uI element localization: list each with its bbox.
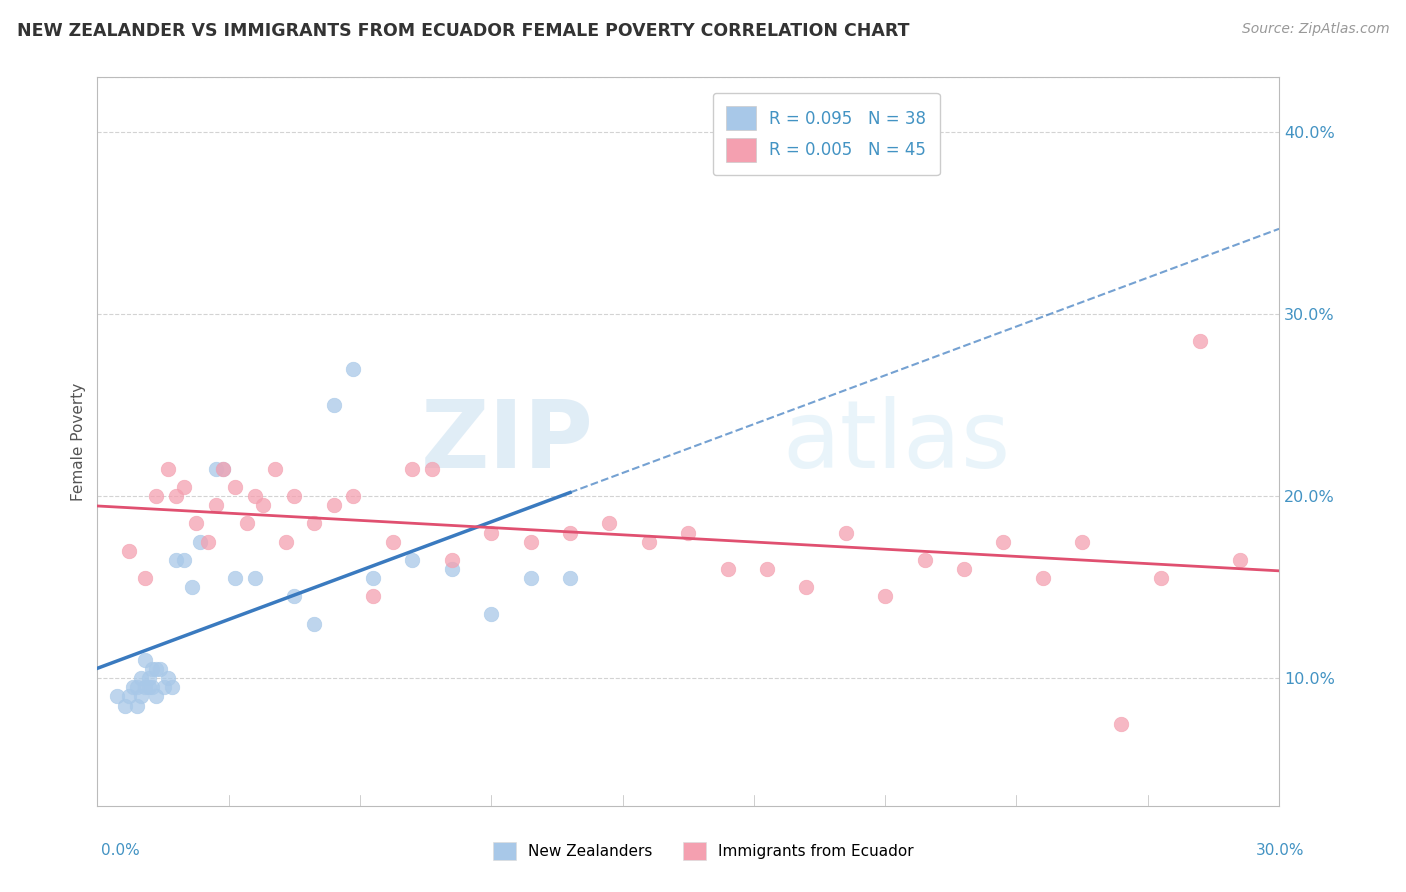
Point xyxy=(145,690,167,704)
Point xyxy=(953,562,976,576)
Point xyxy=(283,589,305,603)
Point xyxy=(243,571,266,585)
Point xyxy=(322,498,344,512)
Point xyxy=(755,562,778,576)
Point xyxy=(420,462,443,476)
Point xyxy=(145,662,167,676)
Point xyxy=(157,462,180,476)
Point xyxy=(129,690,152,704)
Point xyxy=(676,525,699,540)
Point xyxy=(212,462,235,476)
Point xyxy=(519,571,541,585)
Point xyxy=(1071,534,1094,549)
Point xyxy=(1150,571,1173,585)
Point xyxy=(302,516,325,531)
Legend: New Zealanders, Immigrants from Ecuador: New Zealanders, Immigrants from Ecuador xyxy=(486,836,920,866)
Point xyxy=(118,543,141,558)
Point xyxy=(145,489,167,503)
Point xyxy=(236,516,259,531)
Text: Source: ZipAtlas.com: Source: ZipAtlas.com xyxy=(1241,22,1389,37)
Point xyxy=(141,681,163,695)
Text: 0.0%: 0.0% xyxy=(101,843,141,858)
Point xyxy=(180,580,202,594)
Point xyxy=(149,662,172,676)
Point xyxy=(914,553,936,567)
Point xyxy=(114,698,136,713)
Text: NEW ZEALANDER VS IMMIGRANTS FROM ECUADOR FEMALE POVERTY CORRELATION CHART: NEW ZEALANDER VS IMMIGRANTS FROM ECUADOR… xyxy=(17,22,910,40)
Point xyxy=(157,671,180,685)
Point xyxy=(134,571,156,585)
Point xyxy=(204,498,226,512)
Point xyxy=(153,681,176,695)
Point xyxy=(243,489,266,503)
Text: ZIP: ZIP xyxy=(420,395,593,488)
Point xyxy=(204,462,226,476)
Point xyxy=(479,607,502,622)
Point xyxy=(173,553,195,567)
Point xyxy=(322,398,344,412)
Point xyxy=(160,681,183,695)
Text: 30.0%: 30.0% xyxy=(1257,843,1305,858)
Point xyxy=(361,571,384,585)
Legend: R = 0.095   N = 38, R = 0.005   N = 45: R = 0.095 N = 38, R = 0.005 N = 45 xyxy=(713,93,939,175)
Point xyxy=(381,534,404,549)
Point xyxy=(224,480,246,494)
Point xyxy=(1229,553,1251,567)
Point xyxy=(342,489,364,503)
Point xyxy=(121,681,143,695)
Point xyxy=(637,534,659,549)
Point xyxy=(302,616,325,631)
Point xyxy=(173,480,195,494)
Point xyxy=(129,671,152,685)
Point xyxy=(558,525,581,540)
Point xyxy=(479,525,502,540)
Point xyxy=(105,690,128,704)
Point xyxy=(598,516,620,531)
Point xyxy=(1189,334,1212,349)
Point xyxy=(796,580,818,594)
Point xyxy=(716,562,738,576)
Point xyxy=(224,571,246,585)
Point xyxy=(134,653,156,667)
Point xyxy=(558,571,581,585)
Point xyxy=(875,589,897,603)
Y-axis label: Female Poverty: Female Poverty xyxy=(72,383,86,500)
Point xyxy=(138,681,160,695)
Point xyxy=(134,681,156,695)
Point xyxy=(184,516,207,531)
Point xyxy=(361,589,384,603)
Point xyxy=(165,553,187,567)
Point xyxy=(993,534,1015,549)
Point xyxy=(1032,571,1054,585)
Point xyxy=(401,462,423,476)
Point xyxy=(252,498,274,512)
Text: atlas: atlas xyxy=(783,395,1011,488)
Point xyxy=(197,534,219,549)
Point xyxy=(440,562,463,576)
Point xyxy=(212,462,235,476)
Point xyxy=(276,534,298,549)
Point xyxy=(141,662,163,676)
Point xyxy=(342,361,364,376)
Point xyxy=(138,671,160,685)
Point xyxy=(835,525,858,540)
Point xyxy=(188,534,211,549)
Point xyxy=(401,553,423,567)
Point xyxy=(125,698,148,713)
Point xyxy=(1111,716,1133,731)
Point xyxy=(519,534,541,549)
Point xyxy=(263,462,285,476)
Point xyxy=(118,690,141,704)
Point xyxy=(440,553,463,567)
Point xyxy=(283,489,305,503)
Point xyxy=(165,489,187,503)
Point xyxy=(125,681,148,695)
